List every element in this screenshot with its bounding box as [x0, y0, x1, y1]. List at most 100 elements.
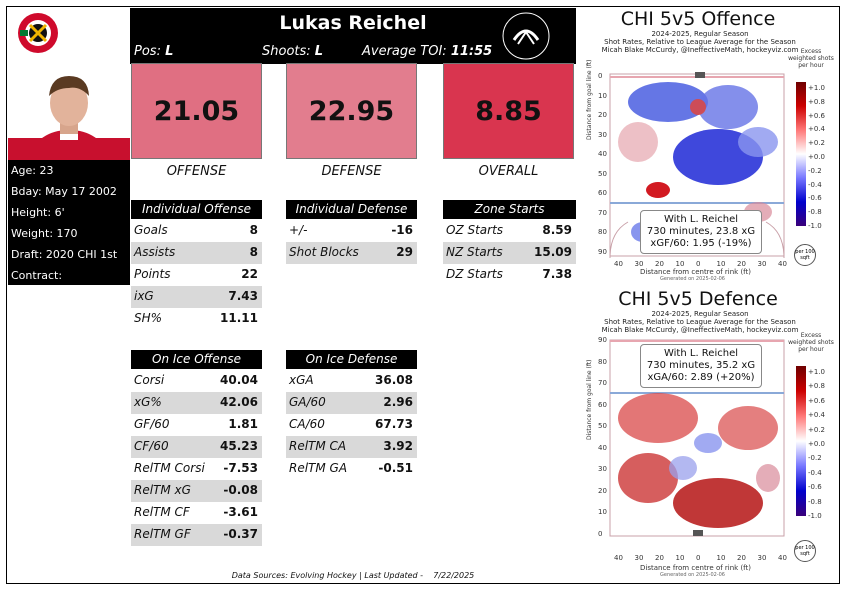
- axis-tick-label: 10: [675, 260, 685, 268]
- toi-value: 11:55: [450, 44, 493, 59]
- stat-label: GA/60: [289, 395, 326, 409]
- table-row: +/- -16: [286, 220, 417, 242]
- stat-value: -3.61: [223, 505, 258, 519]
- stat-value: 22: [241, 267, 258, 281]
- toi-label: Average TOI:: [362, 44, 447, 59]
- defence-legend-line3: xGA/60: 2.89 (+20%): [647, 372, 755, 383]
- axis-tick-label: 80: [598, 357, 607, 366]
- stat-label: Points: [134, 267, 171, 281]
- stat-value: 8: [249, 223, 258, 237]
- podcast-logo: [500, 10, 552, 62]
- axis-tick-label: 10: [675, 554, 685, 562]
- offence-legend: With L. Reichel 730 minutes, 23.8 xG xGF/6…: [640, 210, 762, 254]
- offence-generated: Generated on 2025-02-06: [660, 276, 725, 282]
- stat-label: OZ Starts: [446, 223, 504, 237]
- toi-field: Average TOI: 11:55: [362, 44, 492, 59]
- onice-off-header: On Ice Offense: [131, 350, 262, 369]
- axis-tick-label: 70: [598, 208, 607, 217]
- axis-tick-label: 50: [598, 422, 607, 430]
- stat-label: DZ Starts: [446, 267, 503, 281]
- table-row: DZ Starts 7.38: [443, 264, 576, 286]
- table-row: Corsi 40.04: [131, 370, 262, 392]
- axis-tick-label: 70: [598, 379, 607, 387]
- axis-tick-label: -0.6: [808, 483, 822, 492]
- stat-label: GF/60: [134, 417, 170, 431]
- axis-tick-label: -0.2: [808, 454, 822, 463]
- axis-tick-label: -1.0: [808, 222, 822, 230]
- rating-defense-box: 22.95: [286, 63, 417, 159]
- offence-xlabel: Distance from centre of rink (ft): [640, 268, 751, 276]
- axis-tick-label: +1.0: [808, 368, 825, 376]
- table-row: RelTM xG -0.08: [131, 480, 262, 502]
- axis-tick-label: +0.8: [808, 382, 825, 391]
- axis-tick-label: 20: [655, 260, 664, 268]
- table-row: xGA 36.08: [286, 370, 417, 392]
- offence-map-subtitle: 2024-2025, Regular Season Shot Rates, Rel…: [600, 30, 800, 54]
- stat-value: 8: [249, 245, 258, 259]
- offence-colorbar: [796, 82, 806, 226]
- zone-header: Zone Starts: [443, 200, 576, 219]
- axis-tick-label: -0.2: [808, 166, 822, 175]
- table-row: GF/60 1.81: [131, 414, 262, 436]
- table-row: Points 22: [131, 264, 262, 286]
- table-row: SH% 11.11: [131, 308, 262, 330]
- axis-tick-label: +0.0: [808, 153, 825, 161]
- stat-label: xG%: [134, 395, 162, 409]
- stat-label: CA/60: [289, 417, 325, 431]
- stat-value: 1.81: [228, 417, 258, 431]
- stat-label: +/-: [289, 223, 308, 237]
- rating-overall-value: 8.85: [475, 95, 542, 127]
- axis-tick-label: 0: [696, 554, 701, 562]
- offence-colorbar-title: Excess weighted shots per hour: [788, 48, 834, 69]
- axis-tick-label: 30: [634, 260, 644, 268]
- axis-tick-label: -0.4: [808, 468, 822, 477]
- rating-defense-value: 22.95: [308, 95, 395, 127]
- stat-label: SH%: [134, 311, 163, 325]
- axis-tick-label: 30: [757, 554, 767, 562]
- axis-tick-label: 40: [598, 443, 607, 452]
- player-header: Lukas Reichel Pos: L Shoots: L Average T…: [130, 8, 576, 64]
- defence-ylabel: Distance from goal line (ft): [586, 359, 593, 440]
- rating-defense-label: DEFENSE: [321, 164, 382, 179]
- axis-tick-label: 40: [598, 150, 607, 158]
- axis-tick-label: 10: [716, 554, 726, 562]
- stat-value: 2.96: [383, 395, 413, 409]
- stat-label: RelTM GA: [289, 461, 348, 475]
- stat-label: Corsi: [134, 373, 165, 387]
- axis-tick-label: 30: [598, 465, 607, 473]
- offence-legend-line3: xGF/60: 1.95 (-19%): [650, 238, 752, 249]
- axis-tick-label: -0.8: [808, 497, 822, 506]
- stat-value: -0.37: [223, 527, 258, 541]
- offence-unit-circle: per 100 sqft: [794, 244, 816, 266]
- table-row: NZ Starts 15.09: [443, 242, 576, 264]
- axis-tick-label: 10: [598, 508, 607, 516]
- defence-generated: Generated on 2025-02-06: [660, 572, 725, 578]
- axis-tick-label: -0.4: [808, 180, 822, 189]
- pos-label: Pos:: [134, 44, 161, 59]
- table-row: RelTM CF -3.61: [131, 502, 262, 524]
- shoots-label: Shoots:: [262, 44, 311, 59]
- stat-label: RelTM GF: [134, 527, 191, 541]
- stat-label: Shot Blocks: [289, 245, 359, 259]
- axis-tick-label: 0: [598, 72, 603, 80]
- stat-label: RelTM xG: [134, 483, 191, 497]
- axis-tick-label: 40: [778, 554, 787, 562]
- axis-tick-label: +0.4: [808, 125, 825, 134]
- axis-tick-label: 20: [737, 260, 746, 268]
- axis-tick-label: 10: [598, 91, 607, 100]
- offence-map-title: CHI 5v5 Offence: [620, 8, 776, 30]
- axis-tick-label: 90: [598, 247, 607, 256]
- shoots-field: Shoots: L: [262, 44, 323, 59]
- rating-offense-box: 21.05: [131, 63, 262, 159]
- defence-map-subtitle: 2024-2025, Regular Season Shot Rates, Rel…: [600, 310, 800, 334]
- stat-value: -7.53: [223, 461, 258, 475]
- defence-map-title: CHI 5v5 Defence: [618, 288, 778, 310]
- stat-value: 45.23: [220, 439, 258, 453]
- defence-legend: With L. Reichel 730 minutes, 35.2 xG xGA/6…: [640, 344, 762, 388]
- stat-label: RelTM CF: [134, 505, 190, 519]
- axis-tick-label: 10: [716, 260, 726, 268]
- player-photo: [8, 58, 130, 160]
- team-logo: [8, 8, 68, 58]
- stat-value: 42.06: [220, 395, 258, 409]
- stat-value: 29: [396, 245, 413, 259]
